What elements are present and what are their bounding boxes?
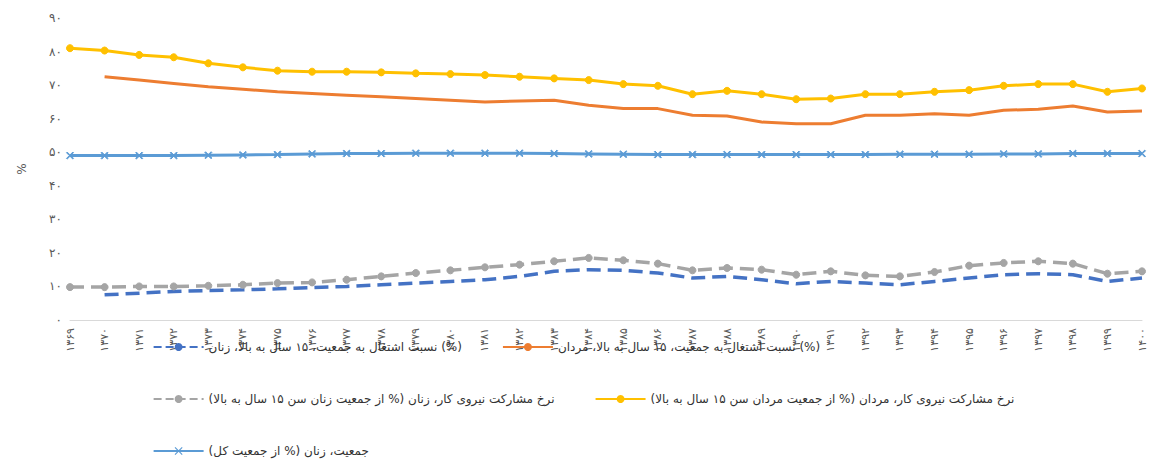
svg-text:۳۰: ۳۰	[49, 212, 62, 226]
svg-text:۱۳۶۹: ۱۳۶۹	[64, 328, 77, 352]
svg-text:۵۰: ۵۰	[49, 145, 62, 159]
svg-text:۱۳۷۱: ۱۳۷۱	[133, 328, 146, 352]
svg-text:نسبت اشتغال به جمعیت، ۱۵ سال ب: نسبت اشتغال به جمعیت، ۱۵ سال به بالا، مر…	[558, 340, 820, 355]
svg-text:۱۳۹۳: ۱۳۹۳	[893, 328, 906, 352]
svg-text:۰: ۰	[56, 313, 62, 327]
svg-text:۱۳۹۴: ۱۳۹۴	[928, 328, 941, 352]
svg-text:۱۳۹۱: ۱۳۹۱	[824, 328, 837, 352]
svg-text:۱۳۷۰: ۱۳۷۰	[98, 328, 111, 352]
svg-text:۱۳۹۹: ۱۳۹۹	[1101, 328, 1114, 352]
svg-text:نرخ مشارکت نیروی کار، مردان (%: نرخ مشارکت نیروی کار، مردان (% از جمعیت …	[651, 392, 1015, 407]
svg-text:۱۳۷۲: ۱۳۷۲	[167, 328, 181, 352]
svg-text:۱۳۸۳: ۱۳۸۳	[547, 328, 561, 352]
svg-text:۸۰: ۸۰	[49, 45, 62, 59]
svg-text:۶۰: ۶۰	[49, 112, 62, 126]
svg-text:۱۳۹۲: ۱۳۹۲	[859, 328, 872, 352]
svg-text:نسبت اشتغال به جمعیت، ۱۵ سال ب: نسبت اشتغال به جمعیت، ۱۵ سال به بالا، زن…	[209, 340, 462, 355]
svg-text:جمعیت، زنان (% از جمعیت کل): جمعیت، زنان (% از جمعیت کل)	[209, 444, 369, 459]
svg-text:۱۳۸۲: ۱۳۸۲	[513, 328, 526, 352]
svg-text:۱۳۸۱: ۱۳۸۱	[478, 328, 491, 352]
svg-text:۱۳۹۵: ۱۳۹۵	[963, 328, 976, 352]
svg-text:۱۳۹۶: ۱۳۹۶	[997, 328, 1010, 352]
svg-text:۲۰: ۲۰	[49, 246, 62, 260]
svg-text:۹۰: ۹۰	[49, 11, 62, 25]
svg-text:۱۳۹۸: ۱۳۹۸	[1066, 328, 1079, 352]
svg-text:نرخ مشارکت نیروی کار، زنان (%: نرخ مشارکت نیروی کار، زنان (% از جمعیت ز…	[209, 392, 555, 407]
svg-text:۱۰: ۱۰	[49, 279, 62, 293]
svg-text:۷۰: ۷۰	[49, 78, 62, 92]
svg-text:۴۰: ۴۰	[49, 179, 62, 193]
svg-text:۱۳۹۷: ۱۳۹۷	[1032, 328, 1045, 352]
svg-text:%: %	[15, 163, 29, 174]
svg-text:۱۴۰۰: ۱۴۰۰	[1136, 328, 1149, 352]
